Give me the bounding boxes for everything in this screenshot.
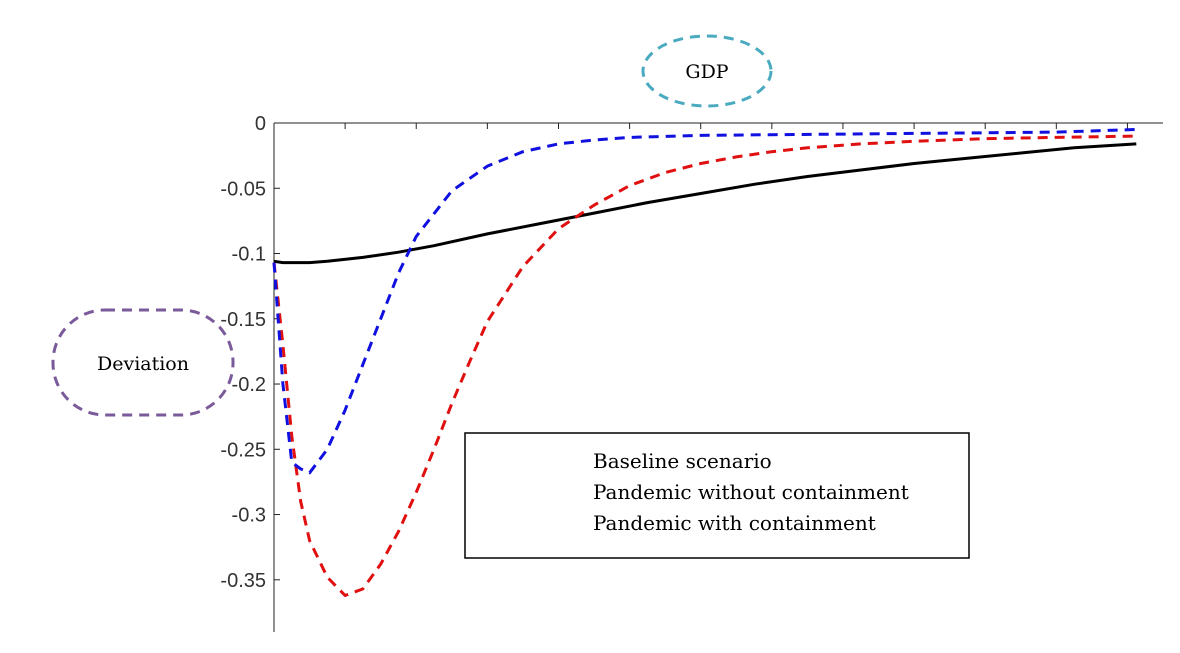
y-tick-label: 0: [255, 113, 266, 135]
legend: Baseline scenario Pandemic without conta…: [464, 432, 970, 559]
title-callout: GDP: [641, 34, 773, 108]
series-line-no-containment: [272, 134, 1137, 597]
y-tick-label: -0.25: [220, 439, 266, 461]
legend-label-no-containment: Pandemic without containment: [593, 480, 909, 504]
x-ticks: [273, 123, 1128, 129]
ylabel-callout: Deviation: [51, 308, 235, 417]
series-line-baseline: [273, 142, 1137, 265]
y-tick-label: -0.05: [220, 178, 266, 200]
y-axis-label: Deviation: [97, 353, 189, 375]
legend-label-containment: Pandemic with containment: [593, 511, 876, 535]
legend-label-baseline: Baseline scenario: [593, 449, 772, 473]
y-tick-label: -0.15: [220, 309, 266, 331]
series-line-containment: [272, 128, 1137, 475]
series-layer: [272, 128, 1137, 597]
y-tick-label: -0.1: [232, 244, 266, 266]
y-tick-label: -0.3: [232, 505, 266, 527]
legend-box: [464, 432, 970, 559]
y-ticks: 0 -0.05 -0.1 -0.15 -0.2 -0.25 -0.3 -0.35: [220, 113, 280, 592]
ylabel-callout-box: [51, 308, 235, 417]
title-callout-ellipse: [641, 34, 773, 108]
y-tick-label: -0.35: [220, 570, 266, 592]
chart-title: GDP: [685, 61, 728, 83]
y-tick-label: -0.2: [232, 374, 266, 396]
